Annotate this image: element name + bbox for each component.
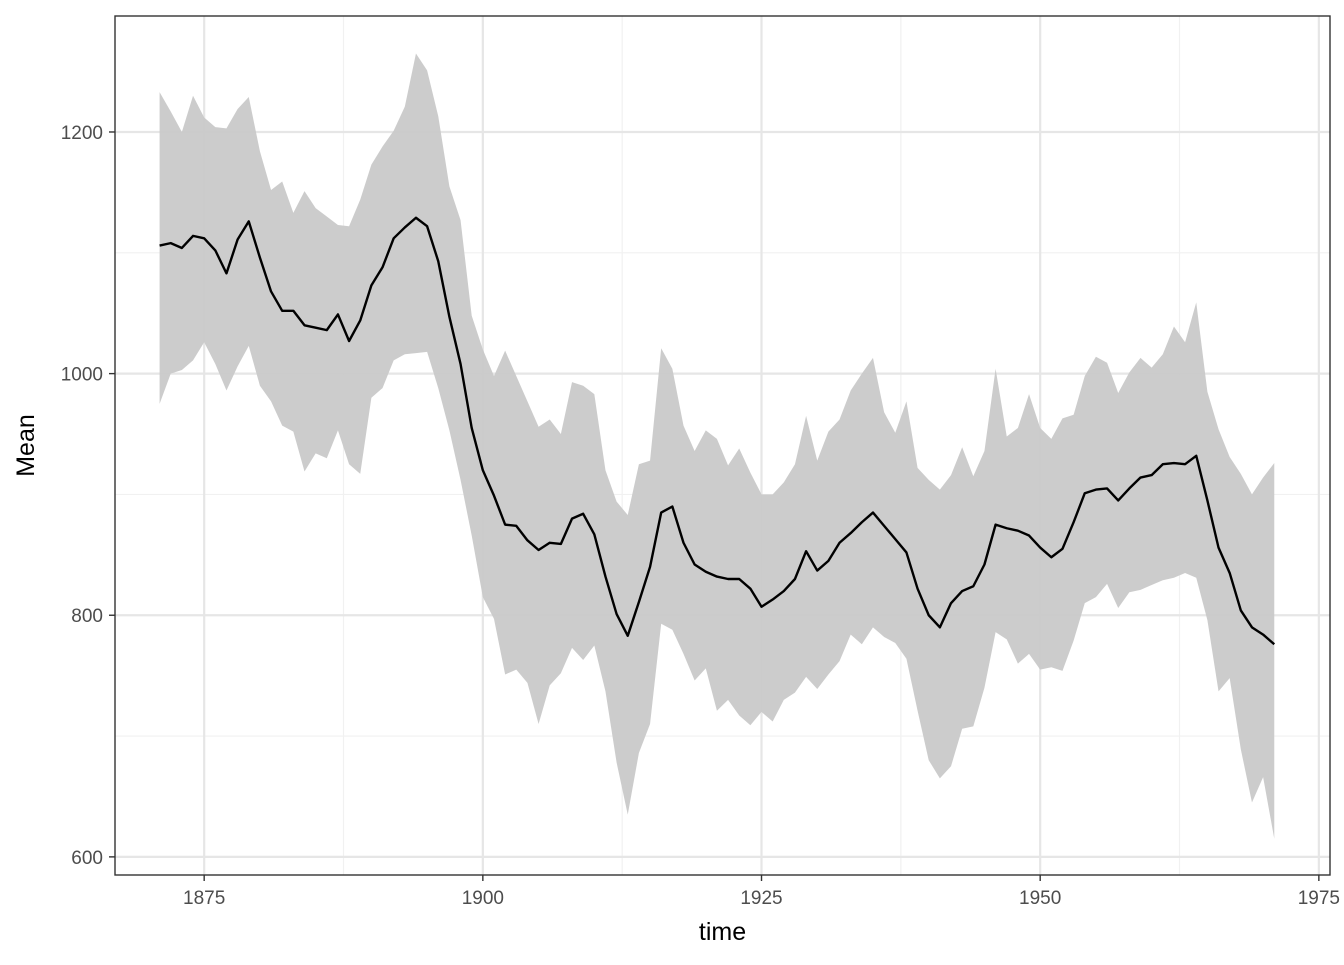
confidence-ribbon: [159, 53, 1275, 839]
x-tick-label: 1875: [183, 888, 225, 909]
x-tick-label: 1925: [740, 888, 782, 909]
x-tick-label: 1950: [1019, 888, 1061, 909]
y-tick-label: 600: [71, 848, 103, 869]
y-axis: 600 800 1000 1200: [61, 123, 115, 869]
x-tick-label: 1900: [462, 888, 504, 909]
y-tick-label: 800: [71, 606, 103, 627]
y-tick-label: 1000: [61, 365, 103, 386]
x-tick-label: 1975: [1298, 888, 1340, 909]
y-tick-label: 1200: [61, 123, 103, 144]
x-axis: 1875 1900 1925 1950 1975: [183, 875, 1340, 909]
x-axis-title: time: [699, 918, 746, 946]
mean-series-line: [159, 216, 1276, 646]
panel-border: [114, 15, 1331, 876]
y-axis-title: Mean: [12, 414, 40, 477]
